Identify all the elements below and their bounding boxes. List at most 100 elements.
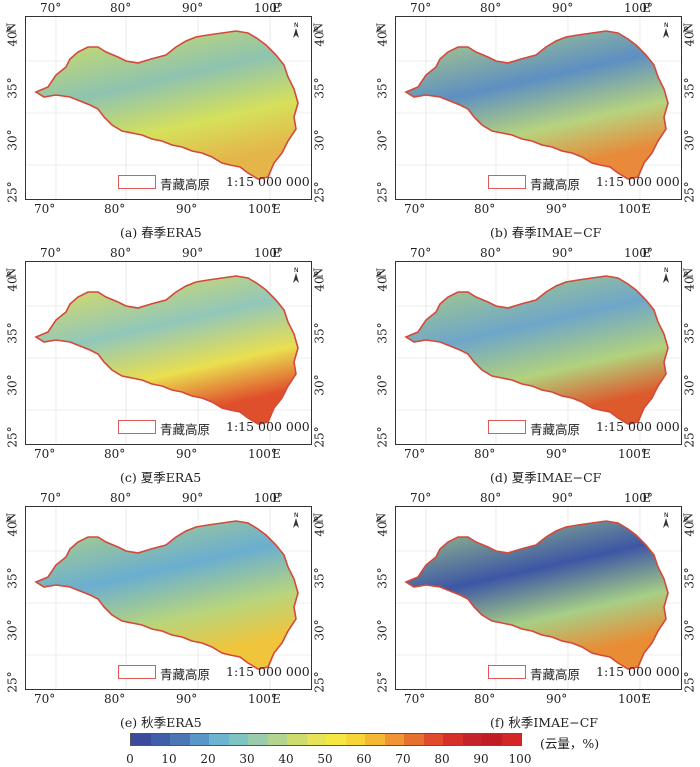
map-panel-d: 70° 80° 90° 100° E N 青藏高原 1:15 000 000 25° 25° 30°… [370, 245, 696, 485]
map-panel-f: 70° 80° 90° 100° E N 青藏高原 1:15 000 000 25° 25° 30°… [370, 490, 696, 730]
plateau-region [34, 520, 299, 670]
plateau-region [34, 30, 299, 180]
plateau-map [26, 17, 311, 199]
lon-unit-top: E [642, 1, 651, 15]
lon-tick-top: 90° [182, 246, 204, 260]
lon-tick-top: 70° [40, 491, 62, 505]
panel-caption: (d) 夏季IMAE−CF [490, 470, 602, 485]
lat-tick-right: 35° [682, 77, 697, 99]
plateau-map [396, 262, 681, 444]
legend-label: 青藏高原 [160, 667, 211, 682]
lon-unit-bottom: E [642, 202, 651, 216]
lat-tick-right: 25° [682, 426, 697, 448]
lat-tick-right: 30° [312, 129, 327, 151]
lon-tick-top: 100° [624, 1, 653, 15]
colorbar-segment [404, 734, 424, 745]
map-scale: 1:15 000 000 [226, 174, 310, 189]
lon-tick-bottom: 80° [104, 447, 126, 461]
lat-tick-right: 30° [682, 619, 697, 641]
panel-caption: (a) 春季ERA5 [120, 225, 202, 240]
lat-tick-left: 30° [5, 374, 20, 396]
map-frame: N 青藏高原 1:15 000 000 [395, 261, 682, 445]
colorbar-tick-label: 10 [161, 752, 177, 766]
lon-unit-bottom: E [272, 692, 281, 706]
lon-tick-bottom: 90° [176, 692, 198, 706]
lat-unit-left: N [4, 267, 19, 279]
colorbar-segment [228, 734, 248, 745]
lon-tick-bottom: 90° [546, 447, 568, 461]
lon-tick-bottom: 90° [546, 202, 568, 216]
map-frame: N 青藏高原 1:15 000 000 [25, 506, 312, 690]
colorbar-tick-label: 50 [317, 752, 333, 766]
lon-tick-top: 90° [182, 491, 204, 505]
colorbar-segment [131, 734, 151, 745]
plateau-region [404, 30, 669, 180]
map-panel-a: 70° 80° 90° 100° E N 青藏高原 1:15 000 000 25° 25° 30°… [0, 0, 326, 240]
lat-tick-right: 30° [682, 374, 697, 396]
legend-label: 青藏高原 [160, 177, 211, 192]
legend-label: 青藏高原 [530, 667, 581, 682]
lat-unit-right: N [311, 22, 326, 34]
colorbar-segment [189, 734, 209, 745]
lat-tick-right: 25° [312, 671, 327, 693]
lon-tick-top: 80° [110, 1, 132, 15]
colorbar-segment [306, 734, 326, 745]
lon-tick-bottom: 70° [34, 202, 56, 216]
colorbar-tick-label: 60 [356, 752, 372, 766]
lat-tick-left: 25° [5, 426, 20, 448]
lat-unit-left: N [374, 267, 389, 279]
colorbar-segment [501, 734, 521, 745]
legend-label: 青藏高原 [530, 177, 581, 192]
lon-unit-top: E [642, 491, 651, 505]
lon-tick-top: 80° [110, 491, 132, 505]
lon-tick-bottom: 90° [176, 447, 198, 461]
plateau-region [34, 275, 299, 425]
lon-tick-bottom: 80° [474, 447, 496, 461]
lon-tick-bottom: 100° [618, 447, 647, 461]
map-scale: 1:15 000 000 [596, 664, 680, 679]
lat-tick-left: 25° [375, 181, 390, 203]
colorbar-segment [170, 734, 190, 745]
lon-tick-bottom: 80° [104, 692, 126, 706]
lat-tick-left: 30° [375, 129, 390, 151]
map-scale: 1:15 000 000 [226, 664, 310, 679]
map-frame: N 青藏高原 1:15 000 000 [25, 16, 312, 200]
legend-swatch [488, 665, 526, 679]
plateau-map [26, 507, 311, 689]
lat-unit-right: N [681, 22, 696, 34]
legend-label: 青藏高原 [160, 422, 211, 437]
colorbar-segment [287, 734, 307, 745]
lon-tick-top: 100° [254, 246, 283, 260]
plateau-map [396, 507, 681, 689]
north-arrow-icon: N [291, 21, 301, 39]
lon-tick-bottom: 90° [546, 692, 568, 706]
lon-tick-bottom: 100° [618, 202, 647, 216]
lat-tick-left: 25° [5, 671, 20, 693]
colorbar-segment [384, 734, 404, 745]
panel-caption: (b) 春季IMAE−CF [490, 225, 602, 240]
colorbar-tick-label: 20 [200, 752, 216, 766]
lon-tick-top: 70° [410, 491, 432, 505]
legend-swatch [118, 665, 156, 679]
lon-tick-top: 70° [410, 1, 432, 15]
map-panel-e: 70° 80° 90° 100° E N 青藏高原 1:15 000 000 25° 25° 30°… [0, 490, 326, 730]
lon-tick-top: 90° [552, 491, 574, 505]
plateau-region [404, 520, 669, 670]
colorbar-tick-label: 30 [239, 752, 255, 766]
lon-unit-bottom: E [272, 202, 281, 216]
panel-caption: (f) 秋季IMAE−CF [490, 715, 598, 730]
lat-tick-left: 35° [5, 322, 20, 344]
lat-tick-right: 30° [312, 374, 327, 396]
colorbar-tick-label: 40 [278, 752, 294, 766]
lat-unit-left: N [374, 512, 389, 524]
legend-swatch [488, 175, 526, 189]
lat-tick-left: 35° [5, 567, 20, 589]
map-panel-c: 70° 80° 90° 100° E N 青藏高原 1:15 000 000 25° 25° 30°… [0, 245, 326, 485]
svg-text:N: N [664, 267, 669, 274]
map-scale: 1:15 000 000 [596, 174, 680, 189]
lon-tick-top: 100° [624, 491, 653, 505]
legend-swatch [118, 420, 156, 434]
north-arrow-icon: N [661, 21, 671, 39]
lat-unit-right: N [681, 267, 696, 279]
colorbar-segment [462, 734, 482, 745]
